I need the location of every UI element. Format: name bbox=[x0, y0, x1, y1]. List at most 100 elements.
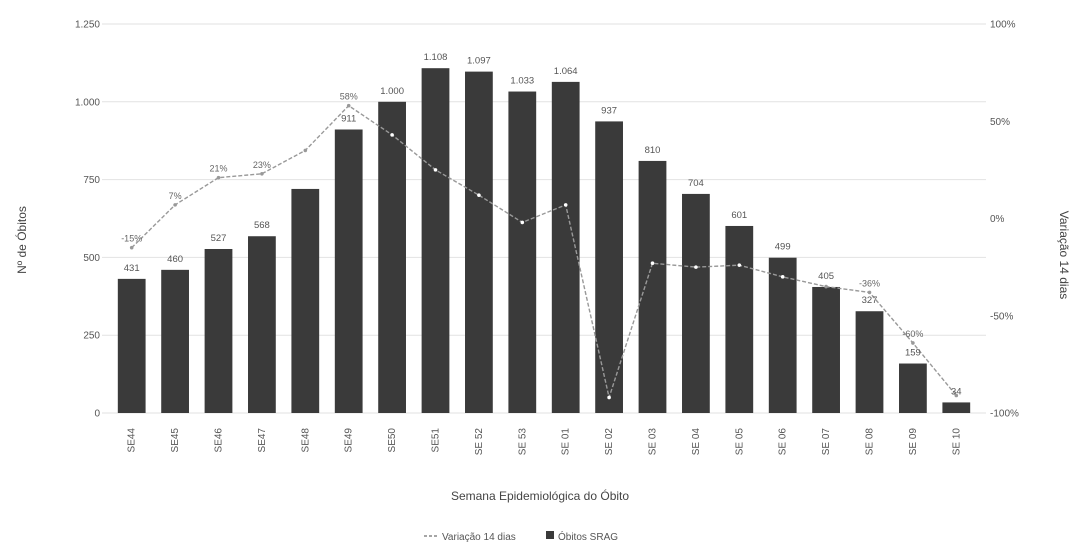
x-tick-label: SE50 bbox=[387, 428, 398, 453]
x-tick-label: SE 02 bbox=[604, 428, 615, 456]
bar bbox=[291, 188, 320, 413]
x-tick-label: SE 05 bbox=[734, 428, 745, 456]
x-tick-label: SE 10 bbox=[951, 428, 962, 456]
x-tick-label: SE51 bbox=[431, 428, 442, 453]
line-point bbox=[129, 245, 134, 250]
y2-tick-label: 50% bbox=[990, 117, 1010, 128]
x-tick-label: SE 01 bbox=[561, 428, 572, 456]
gridlines bbox=[102, 23, 986, 414]
bar bbox=[204, 248, 233, 413]
y-axis-title: Nº de Óbitos bbox=[14, 206, 29, 274]
line-point bbox=[954, 393, 959, 398]
x-tick-label: SE 04 bbox=[691, 428, 702, 456]
bar bbox=[768, 257, 797, 413]
x-tick-label: SE46 bbox=[214, 428, 225, 453]
x-axis-title: Semana Epidemiológica do Óbito bbox=[451, 488, 629, 503]
line-point bbox=[260, 171, 264, 176]
line-value-label: -60% bbox=[902, 329, 923, 339]
line-value-label: -36% bbox=[859, 278, 880, 288]
y2-tick-label: -100% bbox=[990, 409, 1019, 420]
bar bbox=[161, 269, 189, 413]
x-tick-label: SE 52 bbox=[474, 428, 485, 456]
y-tick-label: 0 bbox=[94, 409, 100, 420]
line-point bbox=[824, 284, 828, 289]
bar-value-label: 911 bbox=[341, 113, 356, 124]
line-value-label: 58% bbox=[340, 92, 358, 102]
x-tick-label: SE49 bbox=[344, 428, 355, 453]
y2-axis-ticks: -100% -50% 0% 50% 100% bbox=[990, 20, 1019, 420]
line-point bbox=[607, 395, 611, 400]
bar-value-label: 431 bbox=[124, 263, 140, 274]
legend-label-line: Variação 14 dias bbox=[442, 532, 516, 543]
legend: Variação 14 dias Óbitos SRAG bbox=[424, 530, 618, 543]
bar bbox=[942, 402, 971, 413]
x-tick-label: SE 53 bbox=[517, 428, 528, 456]
line-point bbox=[520, 220, 525, 225]
bar-value-label: 1.108 bbox=[424, 52, 448, 63]
y-tick-label: 750 bbox=[83, 175, 100, 186]
x-tick-label: SE 06 bbox=[778, 428, 789, 456]
bar-value-label: 499 bbox=[775, 242, 791, 253]
bar bbox=[378, 101, 406, 414]
bar-value-label: 327 bbox=[862, 295, 878, 306]
x-tick-label: SE 03 bbox=[648, 428, 659, 456]
bar-value-label: 568 bbox=[254, 220, 270, 231]
line-value-label: 21% bbox=[209, 164, 227, 174]
line-point bbox=[737, 263, 742, 267]
line-point bbox=[563, 203, 568, 207]
line-point bbox=[216, 175, 221, 180]
y2-tick-label: -50% bbox=[990, 311, 1013, 322]
bar bbox=[334, 129, 363, 413]
bar-value-label: 1.033 bbox=[510, 76, 534, 87]
x-tick-label: SE 07 bbox=[821, 428, 832, 456]
bar-value-label: 937 bbox=[601, 105, 617, 116]
line-point bbox=[477, 193, 481, 197]
y2-axis-title: Variação 14 dias bbox=[1057, 211, 1071, 300]
line-point bbox=[173, 203, 177, 207]
bar bbox=[248, 236, 276, 413]
variation-line bbox=[131, 104, 957, 401]
line-point bbox=[650, 261, 655, 266]
bar-value-label: 1.064 bbox=[554, 66, 578, 77]
bar bbox=[421, 68, 450, 413]
line-point bbox=[433, 168, 438, 172]
x-axis-ticks: SE44 SE45 SE46 SE47 SE48 SE49 SE50 SE51 SE 52 SE … bbox=[127, 428, 963, 456]
data-labels: 431 460 527 568 911 1.000 1.108 1.097 1.033 1.064… bbox=[121, 52, 961, 397]
line-series bbox=[129, 103, 959, 401]
line-point bbox=[390, 133, 394, 137]
bar bbox=[812, 286, 840, 413]
bar bbox=[508, 91, 537, 414]
bar-value-label: 601 bbox=[731, 210, 747, 221]
bar-value-label: 1.000 bbox=[380, 86, 404, 97]
x-tick-label: SE48 bbox=[300, 428, 311, 453]
bar-value-label: 405 bbox=[818, 271, 834, 282]
y2-tick-label: 0% bbox=[990, 214, 1005, 225]
line-value-label: -15% bbox=[121, 234, 142, 244]
line-point bbox=[867, 290, 872, 295]
bar-value-label: 1.097 bbox=[467, 56, 491, 67]
line-point bbox=[694, 265, 698, 269]
legend-label-bar: Óbitos SRAG bbox=[558, 530, 618, 543]
y-tick-label: 250 bbox=[83, 331, 100, 342]
bar-series bbox=[117, 68, 971, 414]
bar-value-label: 159 bbox=[905, 348, 921, 359]
bar bbox=[638, 160, 667, 413]
x-tick-label: SE45 bbox=[170, 428, 181, 453]
line-value-label: 7% bbox=[169, 191, 182, 201]
y-tick-label: 500 bbox=[83, 253, 100, 264]
y-axis-ticks: 0 250 500 750 1.000 1.250 bbox=[75, 20, 100, 420]
line-point bbox=[780, 275, 785, 279]
bar-value-label: 810 bbox=[645, 145, 661, 156]
bar bbox=[899, 363, 927, 413]
line-point bbox=[911, 341, 915, 345]
bar bbox=[855, 311, 884, 413]
y-tick-label: 1.250 bbox=[75, 20, 100, 31]
legend-bar-swatch bbox=[546, 531, 554, 539]
bar-value-label: 34 bbox=[951, 386, 962, 397]
bar bbox=[682, 193, 710, 413]
x-tick-label: SE44 bbox=[127, 428, 138, 453]
line-point bbox=[346, 103, 351, 108]
bar bbox=[117, 278, 146, 413]
x-tick-label: SE 09 bbox=[908, 428, 919, 456]
